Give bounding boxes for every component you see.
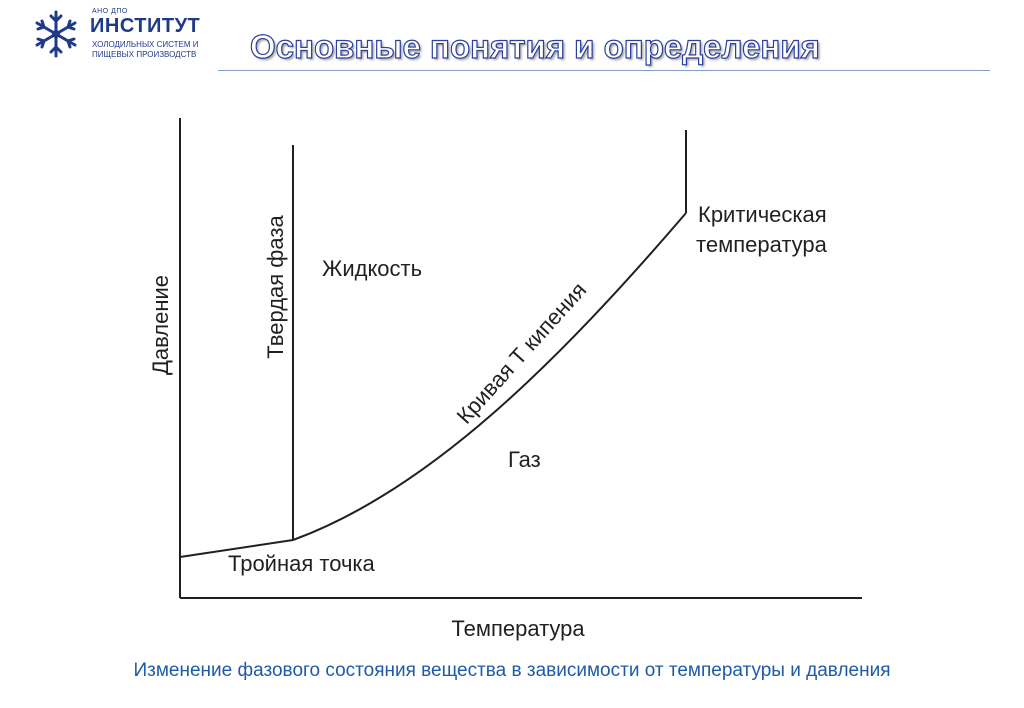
boiling-curve: [292, 212, 687, 541]
critical-temperature-label-line2: температура: [696, 232, 828, 257]
slide-title: Основные понятия и определения: [249, 27, 820, 65]
liquid-label: Жидкость: [322, 256, 422, 281]
solid-phase-label: Твердая фаза: [263, 215, 288, 359]
sublimation-curve: [179, 539, 294, 558]
logo-name: ИНСТИТУТ: [90, 15, 201, 37]
boiling-curve-label: Кривая Т кипения: [452, 277, 592, 428]
institute-logo: АНО ДПО ИНСТИТУТ ХОЛОДИЛЬНЫХ СИСТЕМ И ПИ…: [30, 6, 230, 62]
slide-caption: Изменение фазового состояния вещества в …: [133, 660, 891, 681]
critical-temperature-label-line1: Критическая: [698, 202, 827, 227]
triple-point-label: Тройная точка: [228, 551, 376, 576]
gas-label: Газ: [508, 447, 541, 472]
axis-x-label: Температура: [451, 616, 585, 641]
axis-y-label: Давление: [148, 275, 173, 375]
title-divider: [218, 70, 990, 71]
logo-subtitle-line1: ХОЛОДИЛЬНЫХ СИСТЕМ И: [92, 40, 199, 49]
logo-org-form: АНО ДПО: [92, 8, 128, 15]
snowflake-icon: [35, 10, 77, 58]
logo-subtitle-line2: ПИЩЕВЫХ ПРОИЗВОДСТВ: [92, 50, 197, 59]
